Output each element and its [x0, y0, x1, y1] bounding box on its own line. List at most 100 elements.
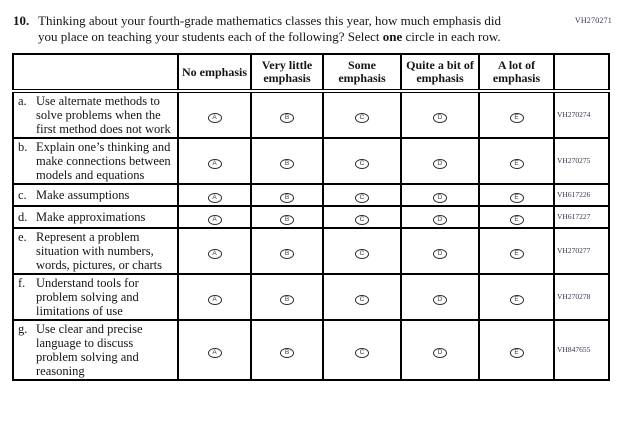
row-item-code: VH847655 [553, 319, 610, 381]
stem-column-header [12, 53, 179, 93]
row-item-code: VH270274 [553, 90, 610, 139]
answer-bubble[interactable]: C [355, 159, 369, 169]
question-text: Thinking about your fourth-grade mathema… [38, 13, 523, 44]
option-cell: D [400, 227, 480, 275]
option-cell: B [250, 183, 324, 207]
option-cell: A [177, 183, 252, 207]
row-item-code: VH617226 [553, 183, 610, 207]
row-stem-cell: c. Make assumptions [12, 183, 179, 207]
option-cell: E [478, 273, 555, 321]
question-bold-word: one [382, 28, 403, 44]
answer-bubble[interactable]: D [433, 295, 447, 305]
option-cell: E [478, 183, 555, 207]
answer-bubble[interactable]: A [207, 249, 222, 259]
answer-bubble[interactable]: A [207, 215, 222, 225]
answer-bubble[interactable]: A [207, 348, 222, 358]
answer-bubble[interactable]: C [355, 193, 369, 203]
answer-bubble[interactable]: C [355, 295, 369, 305]
column-header: Quite a bit of emphasis [400, 53, 480, 93]
question-block: 10. Thinking about your fourth-grade mat… [13, 13, 621, 44]
table-row: g. Use clear and precise language to disc… [12, 319, 610, 381]
answer-bubble[interactable]: D [433, 193, 447, 203]
option-cell: A [177, 205, 252, 229]
row-letter: e. [18, 230, 27, 244]
option-cell: D [400, 205, 480, 229]
option-cell: E [478, 205, 555, 229]
row-text: Use alternate methods to solve problems … [36, 94, 171, 136]
answer-bubble[interactable]: A [207, 295, 222, 305]
answer-bubble[interactable]: D [433, 348, 447, 358]
emphasis-matrix-table: No emphasis Very little emphasis Some emph… [12, 53, 610, 381]
answer-bubble[interactable]: A [207, 193, 222, 203]
table-row: f. Understand tools for problem solving a… [12, 273, 610, 321]
answer-bubble[interactable]: E [509, 215, 524, 225]
answer-bubble[interactable]: B [280, 249, 294, 259]
option-cell: D [400, 319, 480, 381]
answer-bubble[interactable]: B [280, 113, 294, 123]
answer-bubble[interactable]: E [509, 249, 524, 259]
answer-bubble[interactable]: E [509, 193, 524, 203]
option-cell: C [322, 273, 402, 321]
answer-bubble[interactable]: B [280, 295, 294, 305]
option-cell: B [250, 319, 324, 381]
row-stem-cell: g. Use clear and precise language to disc… [12, 319, 179, 381]
answer-bubble[interactable]: C [355, 113, 369, 123]
row-letter: f. [18, 276, 26, 290]
answer-bubble[interactable]: D [433, 113, 447, 123]
code-column-header [553, 53, 610, 93]
row-letter: c. [18, 188, 27, 202]
option-cell: C [322, 227, 402, 275]
option-cell: A [177, 273, 252, 321]
option-cell: A [177, 90, 252, 139]
option-cell: D [400, 183, 480, 207]
option-cell: D [400, 273, 480, 321]
row-item-code: VH270275 [553, 137, 610, 185]
answer-bubble[interactable]: D [433, 159, 447, 169]
form-item-code: VH270271 [574, 16, 612, 25]
answer-bubble[interactable]: B [280, 215, 294, 225]
answer-bubble[interactable]: E [509, 159, 524, 169]
option-cell: A [177, 227, 252, 275]
answer-bubble[interactable]: B [280, 193, 294, 203]
row-stem-cell: d. Make approximations [12, 205, 179, 229]
option-cell: C [322, 137, 402, 185]
option-cell: E [478, 137, 555, 185]
answer-bubble[interactable]: E [509, 295, 524, 305]
row-text: Make approximations [36, 210, 146, 224]
answer-bubble[interactable]: D [433, 249, 447, 259]
answer-bubble[interactable]: C [355, 249, 369, 259]
option-cell: D [400, 137, 480, 185]
row-letter: a. [18, 94, 27, 108]
answer-bubble[interactable]: A [207, 113, 222, 123]
answer-bubble[interactable]: A [207, 159, 222, 169]
option-cell: E [478, 319, 555, 381]
row-stem-cell: e. Represent a problem situation with num… [12, 227, 179, 275]
option-cell: A [177, 137, 252, 185]
row-stem-cell: b. Explain one’s thinking and make connec… [12, 137, 179, 185]
header-row: No emphasis Very little emphasis Some emph… [12, 53, 610, 93]
row-item-code: VH270278 [553, 273, 610, 321]
column-header: Some emphasis [322, 53, 402, 93]
row-text: Understand tools for problem solving and… [36, 276, 139, 318]
option-cell: B [250, 205, 324, 229]
answer-bubble[interactable]: C [355, 215, 369, 225]
answer-bubble[interactable]: E [509, 348, 524, 358]
row-letter: g. [18, 322, 28, 336]
answer-bubble[interactable]: B [280, 348, 294, 358]
table-row: d. Make approximations A B C D E VH617227 [12, 205, 610, 229]
column-header: No emphasis [177, 53, 252, 93]
table-row: a. Use alternate methods to solve problem… [12, 90, 610, 139]
option-cell: C [322, 319, 402, 381]
row-stem-cell: a. Use alternate methods to solve problem… [12, 90, 179, 139]
answer-bubble[interactable]: D [433, 215, 447, 225]
row-letter: d. [18, 210, 28, 224]
answer-bubble[interactable]: B [280, 159, 294, 169]
answer-bubble[interactable]: C [355, 348, 369, 358]
answer-bubble[interactable]: E [509, 113, 524, 123]
option-cell: C [322, 183, 402, 207]
option-cell: D [400, 90, 480, 139]
option-cell: B [250, 137, 324, 185]
option-cell: B [250, 90, 324, 139]
option-cell: C [322, 205, 402, 229]
table-row: c. Make assumptions A B C D E VH617226 [12, 183, 610, 207]
